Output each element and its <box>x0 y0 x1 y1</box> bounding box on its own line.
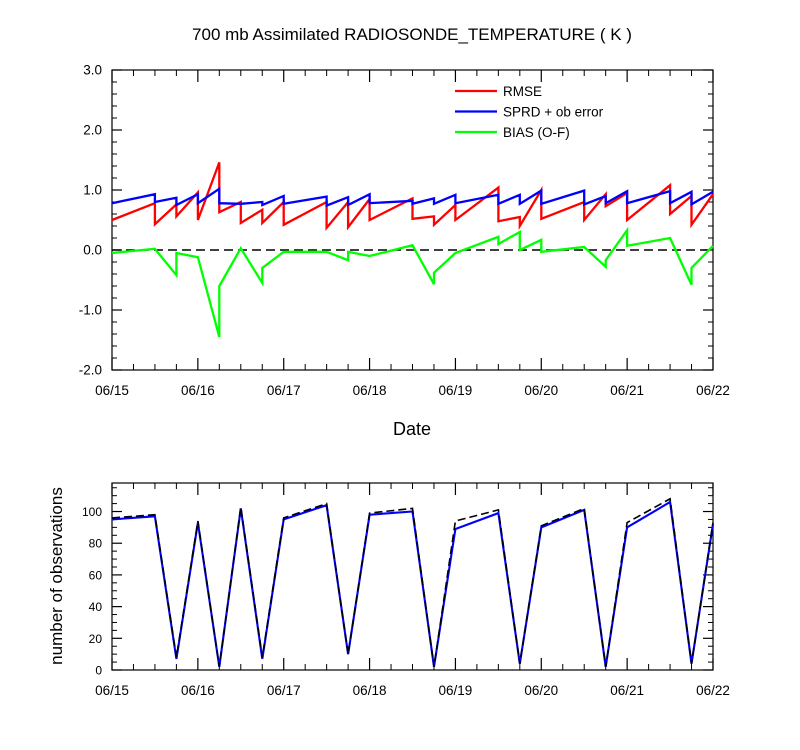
x-tick-label: 06/22 <box>696 683 730 698</box>
x-tick-label: 06/20 <box>524 683 558 698</box>
top-panel: 06/15 06/16 06/17 06/18 06/19 06/20 06/21 06/22… <box>79 63 730 399</box>
x-tick-label: 06/20 <box>524 383 558 398</box>
legend-label: SPRD + ob error <box>503 105 604 120</box>
y-tick-label: -1.0 <box>79 303 102 318</box>
y-tick-label: 100 <box>82 505 102 519</box>
y-tick-label: 20 <box>89 632 103 646</box>
sprd-series-line <box>111 186 714 208</box>
bottom-panel: 06/15 06/16 06/17 06/18 06/19 06/20 06/21 06/22… <box>82 482 730 698</box>
x-tick-label: 06/17 <box>267 383 301 398</box>
x-tick-label: 06/17 <box>267 683 301 698</box>
legend-label: RMSE <box>503 84 542 99</box>
x-tick-label: 06/15 <box>95 383 129 398</box>
x-tick-label: 06/21 <box>610 683 644 698</box>
obs-total-dashed-line <box>111 497 714 667</box>
plot-frame <box>111 69 714 371</box>
y-tick-label: -2.0 <box>79 363 102 378</box>
y-tick-label: 0 <box>95 664 102 678</box>
x-tick-label: 06/15 <box>95 683 129 698</box>
rmse-series-line <box>111 161 714 231</box>
legend: RMSE SPRD + ob error BIAS (O-F) <box>455 84 604 140</box>
y-tick-label: 0.0 <box>83 243 102 258</box>
y-tick-label: 3.0 <box>83 63 102 78</box>
y-tick-label: 60 <box>89 568 103 582</box>
x-tick-label: 06/16 <box>181 383 215 398</box>
obs-y-axis-title: number of observations <box>47 487 66 665</box>
x-tick-label: 06/16 <box>181 683 215 698</box>
x-tick-label: 06/18 <box>353 683 387 698</box>
bias-series-line <box>111 226 714 338</box>
y-tick-label: 2.0 <box>83 123 102 138</box>
legend-label: BIAS (O-F) <box>503 125 570 140</box>
x-tick-label: 06/22 <box>696 383 730 398</box>
obs-assimilated-line <box>111 500 715 667</box>
y-tick-label: 80 <box>89 537 103 551</box>
y-tick-label: 40 <box>89 600 103 614</box>
x-tick-label: 06/19 <box>439 383 473 398</box>
x-tick-label: 06/21 <box>610 383 644 398</box>
chart-title: 700 mb Assimilated RADIOSONDE_TEMPERATUR… <box>192 25 632 44</box>
x-tick-label: 06/19 <box>439 683 473 698</box>
y-tick-label: 1.0 <box>83 183 102 198</box>
x-tick-label: 06/18 <box>353 383 387 398</box>
x-axis-title: Date <box>393 419 431 439</box>
